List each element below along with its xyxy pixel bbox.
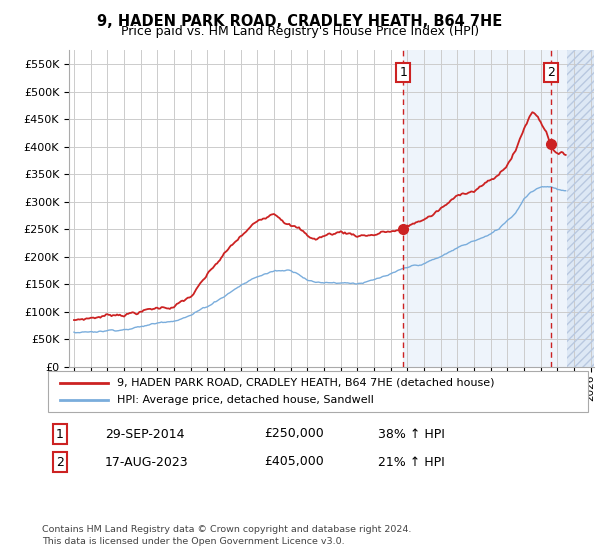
Bar: [567, 50, 594, 367]
Text: HPI: Average price, detached house, Sandwell: HPI: Average price, detached house, Sand…: [117, 395, 374, 405]
Text: 38% ↑ HPI: 38% ↑ HPI: [378, 427, 445, 441]
Text: Contains HM Land Registry data © Crown copyright and database right 2024.
This d: Contains HM Land Registry data © Crown c…: [42, 525, 412, 546]
Text: 17-AUG-2023: 17-AUG-2023: [105, 455, 188, 469]
Text: 9, HADEN PARK ROAD, CRADLEY HEATH, B64 7HE (detached house): 9, HADEN PARK ROAD, CRADLEY HEATH, B64 7…: [117, 377, 494, 388]
Bar: [403, 50, 567, 367]
Text: 1: 1: [399, 66, 407, 79]
Text: £250,000: £250,000: [264, 427, 324, 441]
Text: 9, HADEN PARK ROAD, CRADLEY HEATH, B64 7HE: 9, HADEN PARK ROAD, CRADLEY HEATH, B64 7…: [97, 14, 503, 29]
Text: 21% ↑ HPI: 21% ↑ HPI: [378, 455, 445, 469]
Bar: [567, 50, 594, 367]
Text: Price paid vs. HM Land Registry's House Price Index (HPI): Price paid vs. HM Land Registry's House …: [121, 25, 479, 38]
Text: 2: 2: [547, 66, 555, 79]
Text: 1: 1: [56, 427, 64, 441]
Text: 2: 2: [56, 455, 64, 469]
Text: £405,000: £405,000: [264, 455, 324, 469]
Text: 29-SEP-2014: 29-SEP-2014: [105, 427, 185, 441]
